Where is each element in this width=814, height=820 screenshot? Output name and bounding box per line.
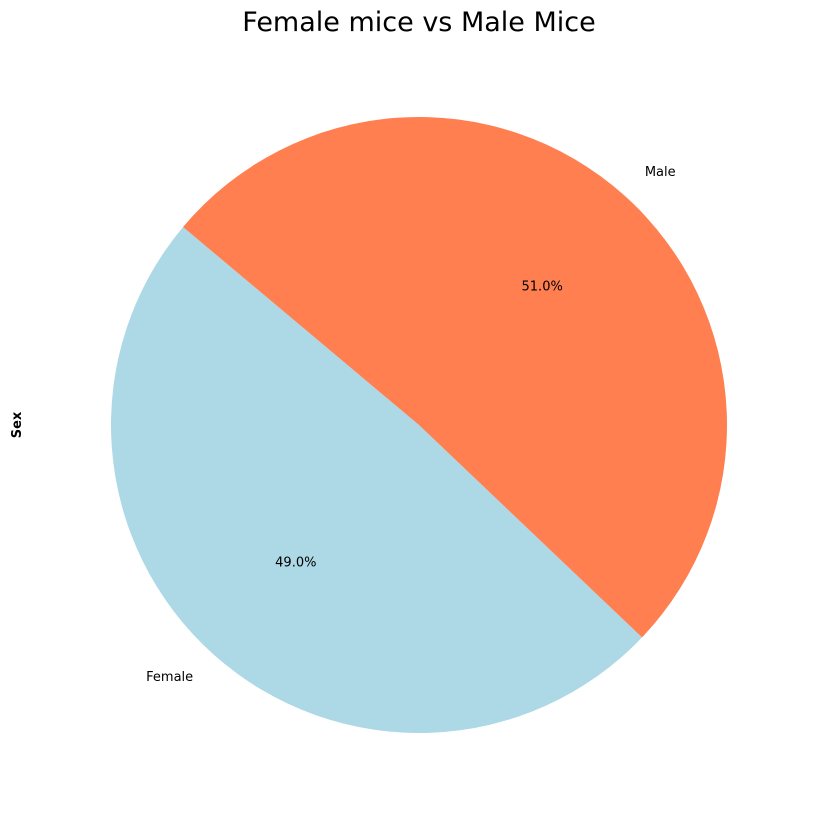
slice-label-female: Female bbox=[146, 670, 193, 685]
pie-labels: Female 49.0% Male 51.0% bbox=[146, 165, 675, 685]
slice-label-male: Male bbox=[645, 165, 676, 180]
pie-slice-female bbox=[111, 227, 643, 733]
chart-title: Female mice vs Male Mice bbox=[242, 7, 595, 38]
pie-slice-male bbox=[183, 116, 728, 638]
y-axis-label: Sex bbox=[10, 411, 25, 438]
pie-slices bbox=[111, 116, 728, 733]
percent-label-female: 49.0% bbox=[275, 555, 316, 570]
percent-label-male: 51.0% bbox=[522, 280, 563, 295]
